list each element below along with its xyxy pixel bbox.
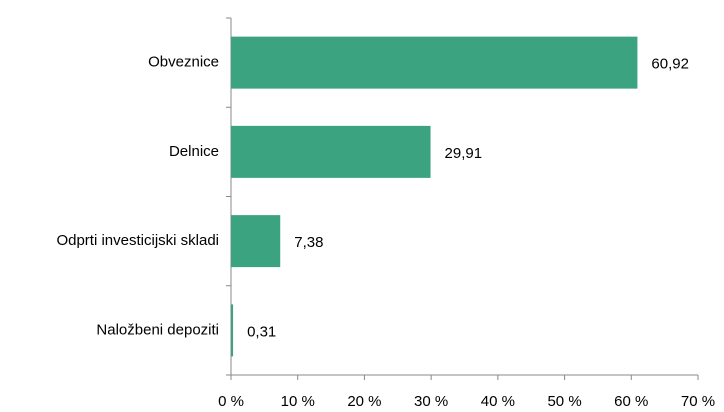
y-tick-label: Naložbeni depoziti [96,321,219,338]
bar [231,36,638,89]
x-tick-label: 0 % [218,393,244,410]
y-tick-label: Delnice [169,143,219,160]
data-label: 29,91 [445,145,483,162]
bar [231,215,281,268]
x-tick-label: 30 % [414,393,448,410]
x-tick-label: 60 % [614,393,648,410]
x-tick-label: 20 % [347,393,381,410]
x-tick-label: 50 % [547,393,581,410]
y-tick-label: Odprti investicijski skladi [56,232,219,249]
x-tick-label: 70 % [681,393,715,410]
data-label: 0,31 [247,323,276,340]
data-label: 60,92 [651,56,689,73]
data-label: 7,38 [294,234,323,251]
bar [231,125,431,178]
x-tick-label: 10 % [281,393,315,410]
x-tick-label: 40 % [481,393,515,410]
y-tick-label: Obveznice [148,54,219,71]
bar [231,304,234,357]
